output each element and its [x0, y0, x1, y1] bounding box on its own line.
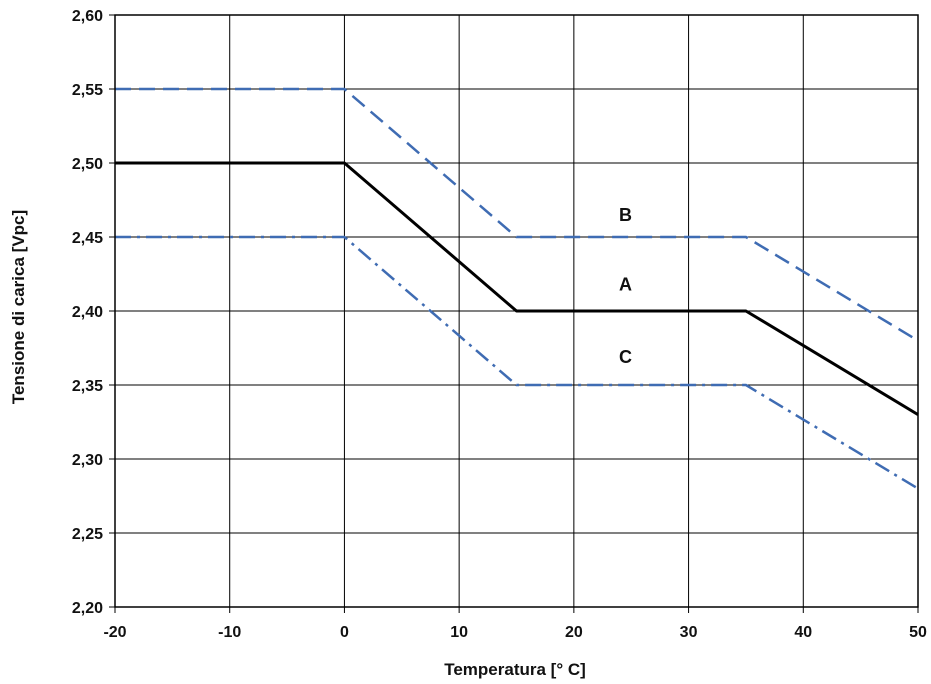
x-tick-label: 40 — [794, 624, 812, 641]
x-tick-label: -20 — [103, 624, 126, 641]
y-tick-label: 2,30 — [72, 452, 103, 469]
y-tick-label: 2,20 — [72, 600, 103, 617]
x-tick-label: 0 — [340, 624, 349, 641]
y-tick-label: 2,35 — [72, 378, 103, 395]
series-label-a: A — [619, 274, 632, 294]
series-line-a — [115, 161, 919, 416]
y-tick-label: 2,25 — [72, 526, 103, 543]
y-tick-label: 2,55 — [72, 82, 103, 99]
series-line-c — [115, 235, 919, 490]
y-axis-title: Tensione di carica [Vpc] — [9, 210, 28, 404]
plot-frame — [114, 14, 919, 608]
grid — [109, 14, 919, 613]
y-tick-label: 2,50 — [72, 156, 103, 173]
x-tick-label: 30 — [680, 624, 698, 641]
x-tick-label: -10 — [218, 624, 241, 641]
series-label-b: B — [619, 205, 632, 225]
y-tick-label: 2,45 — [72, 230, 103, 247]
x-tick-label: 10 — [450, 624, 468, 641]
series-label-c: C — [619, 347, 632, 367]
series-lines — [115, 87, 919, 490]
plot-border — [114, 14, 919, 608]
series-line-b — [115, 87, 919, 342]
x-axis-title: Temperatura [° C] — [444, 660, 586, 679]
y-tick-label: 2,40 — [72, 304, 103, 321]
x-tick-label: 20 — [565, 624, 583, 641]
curve-labels: A B C — [619, 205, 632, 367]
tick-labels: -20 -10 0 10 20 30 40 50 2,20 2,25 2,30 2,35 2,40 2,4… — [72, 8, 927, 641]
y-tick-label: 2,60 — [72, 8, 103, 25]
x-tick-label: 50 — [909, 624, 927, 641]
